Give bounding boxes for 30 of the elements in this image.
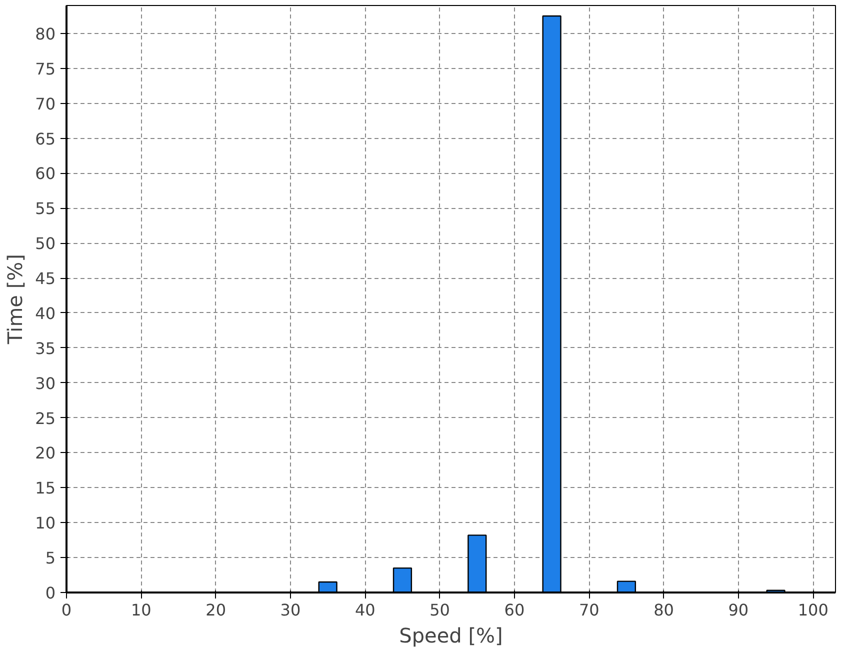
y-tick-label: 25	[35, 408, 56, 428]
y-tick-label: 20	[35, 444, 56, 463]
x-tick-label: 50	[430, 600, 450, 620]
x-tick-label: 30	[280, 600, 301, 620]
y-tick-label: 40	[35, 304, 56, 323]
y-axis-title: Time [%]	[3, 254, 28, 345]
x-tick-label: 20	[206, 600, 226, 620]
x-tick-label: 80	[654, 600, 674, 620]
y-tick-label: 70	[35, 94, 56, 114]
y-tick-label: 10	[35, 514, 56, 533]
x-tick-label: 10	[130, 600, 152, 620]
y-tick-label: 50	[35, 234, 56, 254]
y-tick-label: 60	[35, 164, 56, 184]
x-tick-label: 70	[578, 600, 600, 620]
y-tick-label: 35	[35, 338, 56, 358]
x-tick-label: 90	[728, 600, 749, 620]
y-tick-label: 65	[35, 129, 56, 148]
x-axis-title: Speed [%]	[399, 624, 503, 648]
x-tick-label: 60	[504, 600, 525, 620]
x-tick-label: 40	[354, 600, 376, 620]
y-tick-label: 80	[35, 24, 56, 44]
y-tick-label: 5	[45, 548, 56, 568]
y-tick-label: 45	[35, 269, 56, 288]
y-tick-label: 55	[35, 199, 56, 218]
y-tick-label: 75	[35, 59, 56, 78]
x-tick-label: 0	[61, 600, 72, 620]
x-tick-label: 100	[798, 600, 828, 620]
y-tick-label: 0	[45, 584, 56, 602]
y-tick-label: 30	[35, 374, 56, 393]
y-tick-label: 15	[35, 478, 56, 498]
